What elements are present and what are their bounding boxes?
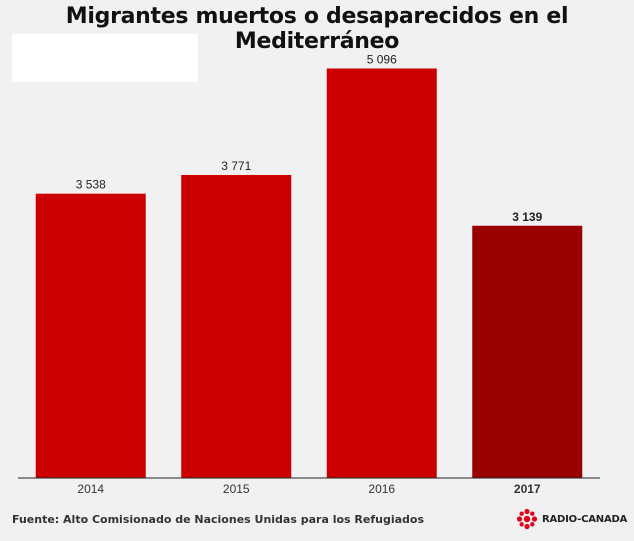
value-label-2015: 3 771 [221,159,251,173]
blank-panel [12,34,198,82]
x-tick-label-2017: 2017 [514,482,541,496]
bar-2014 [35,193,146,479]
radio-canada-gem-icon [516,508,538,530]
value-label-2014: 3 538 [76,178,106,192]
value-label-2017: 3 139 [512,210,542,224]
bar-2016 [326,68,437,478]
bar-2015 [181,174,292,479]
x-tick-label-2016: 2016 [368,482,395,496]
bar-2017 [472,225,583,478]
chart-title: Migrantes muertos o desaparecidos en el … [65,4,569,54]
x-tick-label-2014: 2014 [77,482,104,496]
labels-layer: 3 538 2014 3 771 2015 5 096 2016 3 139 2017 [76,53,543,497]
source-note: Fuente: Alto Comisionado de Naciones Uni… [12,513,425,526]
logo-text: RADIO-CANADA [542,513,628,525]
radio-canada-logo: RADIO-CANADA [516,508,627,530]
value-label-2016: 5 096 [367,53,397,67]
x-tick-label-2015: 2015 [223,482,250,496]
bars-layer [35,68,583,479]
